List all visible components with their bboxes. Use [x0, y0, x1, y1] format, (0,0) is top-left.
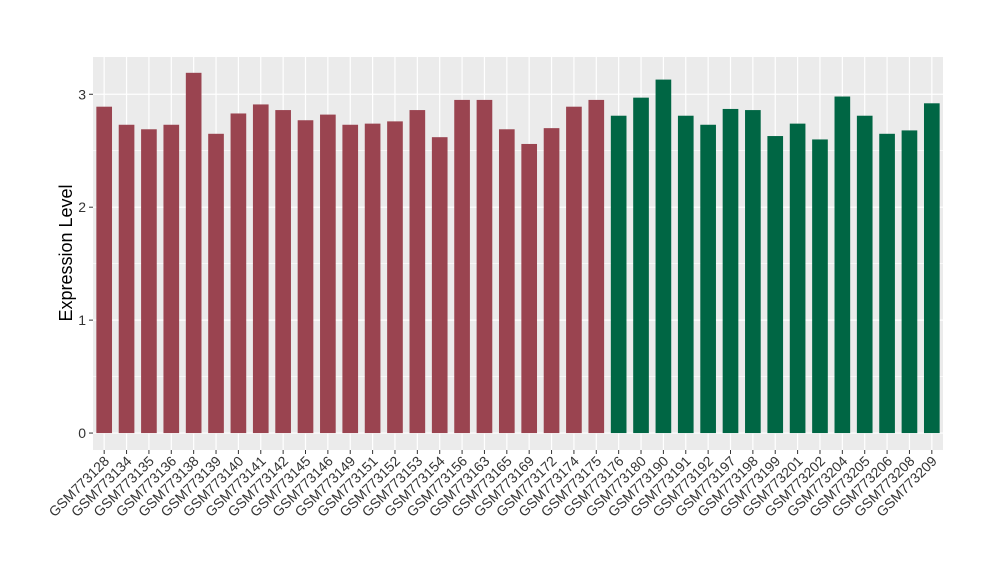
bar — [521, 143, 538, 434]
y-tick-label: 1 — [78, 312, 86, 328]
bar — [834, 96, 851, 434]
bar — [208, 133, 224, 434]
bar — [677, 115, 694, 434]
y-tick-label: 0 — [78, 425, 86, 441]
bar — [745, 110, 761, 434]
bar — [901, 130, 918, 434]
y-tick-label: 3 — [78, 86, 86, 102]
bar — [566, 106, 582, 434]
bar — [454, 99, 470, 434]
y-tick-label: 2 — [78, 199, 86, 215]
x-axis: GSM773128GSM773134GSM773135GSM773136GSM7… — [45, 450, 940, 520]
bar — [476, 99, 493, 434]
bar — [185, 72, 202, 434]
bar — [879, 133, 895, 434]
bar — [923, 103, 940, 434]
bar — [230, 113, 247, 434]
bar — [342, 124, 359, 434]
bar — [856, 115, 873, 434]
bar — [722, 108, 739, 434]
bar — [275, 110, 291, 434]
bar — [610, 115, 627, 434]
bar — [498, 129, 515, 434]
bar — [118, 124, 135, 434]
bar — [252, 104, 269, 434]
bar — [387, 121, 403, 434]
bar — [364, 123, 381, 434]
bar — [633, 97, 649, 434]
bar — [297, 120, 314, 434]
bar — [812, 139, 828, 434]
bar — [409, 110, 426, 434]
bars — [96, 72, 940, 434]
bar — [767, 136, 784, 434]
bar — [96, 106, 113, 434]
bar — [141, 129, 157, 434]
bar — [588, 99, 605, 434]
y-axis: 0 1 2 3 — [78, 86, 93, 441]
bar — [789, 123, 806, 434]
bar — [163, 124, 180, 434]
bar — [543, 128, 560, 434]
y-axis-title: Expression Level — [56, 184, 76, 321]
bar — [431, 137, 448, 434]
bar — [700, 124, 716, 434]
bar — [320, 114, 336, 434]
bar — [655, 79, 672, 434]
